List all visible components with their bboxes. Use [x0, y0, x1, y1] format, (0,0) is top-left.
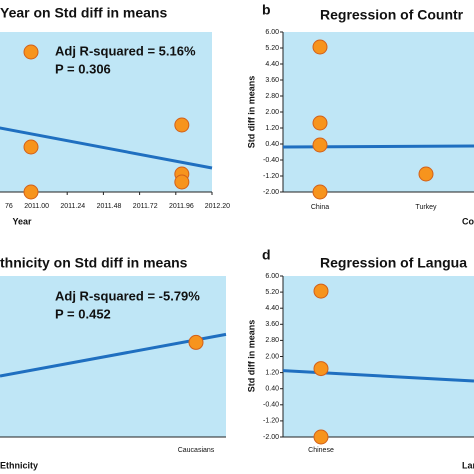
panel-label: d [262, 247, 271, 263]
annotation: Adj R-squared = -5.79% [55, 288, 200, 303]
data-point [174, 117, 190, 133]
panel-title: Regression of Countr [320, 7, 464, 23]
x-tick-label: Turkey [415, 204, 437, 211]
x-tick-label: 2011.48 [97, 203, 122, 210]
x-tick-label: Caucasians [178, 447, 215, 454]
y-tick-label: 2.00 [265, 353, 279, 360]
x-tick-label: China [311, 204, 329, 211]
data-point [312, 137, 328, 153]
panel-title: thnicity on Std diff in means [0, 255, 188, 271]
y-tick-label: 2.80 [265, 337, 279, 344]
regression-line [0, 332, 227, 378]
x-axis-title: Co [462, 216, 474, 226]
x-axis-title: Ethnicity [0, 460, 38, 470]
plot-area [283, 32, 474, 192]
panel-title: Regression of Langua [320, 255, 467, 271]
y-tick-label: -2.00 [263, 434, 279, 441]
data-point [312, 39, 328, 55]
y-tick-label: 3.60 [265, 77, 279, 84]
data-point [312, 115, 328, 131]
data-point [23, 44, 39, 60]
y-tick-label: 3.60 [265, 321, 279, 328]
y-tick-label: 5.20 [265, 289, 279, 296]
y-axis-title: Std diff in means [246, 76, 256, 149]
annotation: P = 0.306 [55, 61, 111, 76]
x-tick-label: 76 [5, 203, 13, 210]
y-tick-label: -1.20 [263, 173, 279, 180]
x-tick-label: 2011.96 [169, 203, 194, 210]
x-tick-label: 2011.24 [60, 203, 85, 210]
panel-title: Year on Std diff in means [0, 5, 167, 21]
y-tick-label: -2.00 [263, 189, 279, 196]
x-tick-label: 2011.00 [24, 203, 49, 210]
y-tick-label: 5.20 [265, 45, 279, 52]
data-point [312, 184, 328, 200]
y-tick-label: 4.40 [265, 61, 279, 68]
data-point [313, 361, 329, 377]
x-axis-title: Year [12, 216, 32, 226]
plot-area [0, 32, 212, 192]
y-tick-label: 6.00 [265, 273, 279, 280]
plot-area [283, 276, 474, 437]
data-point [23, 184, 39, 200]
data-point [313, 283, 329, 299]
y-tick-label: -1.20 [263, 418, 279, 425]
regression-line [282, 144, 474, 149]
annotation: P = 0.452 [55, 306, 111, 321]
x-tick-label: Chinese [308, 447, 334, 454]
y-tick-label: 0.40 [265, 141, 279, 148]
x-axis-title: Lan [462, 460, 474, 470]
data-point [188, 334, 204, 350]
y-tick-label: 2.00 [265, 109, 279, 116]
y-tick-label: -0.40 [263, 157, 279, 164]
x-tick-label: 2011.72 [133, 203, 158, 210]
y-tick-label: 0.40 [265, 386, 279, 393]
y-axis-title: Std diff in means [246, 320, 256, 393]
x-tick-label: 2012.20 [205, 203, 230, 210]
y-tick-label: 1.20 [265, 369, 279, 376]
data-point [418, 166, 434, 182]
annotation: Adj R-squared = 5.16% [55, 43, 196, 58]
regression-line [0, 126, 213, 170]
data-point [174, 174, 190, 190]
y-tick-label: 4.40 [265, 305, 279, 312]
y-tick-label: 6.00 [265, 29, 279, 36]
data-point [23, 139, 39, 155]
y-tick-label: -0.40 [263, 402, 279, 409]
data-point [313, 429, 329, 445]
y-tick-label: 1.20 [265, 125, 279, 132]
panel-label: b [262, 2, 271, 18]
y-tick-label: 2.80 [265, 93, 279, 100]
